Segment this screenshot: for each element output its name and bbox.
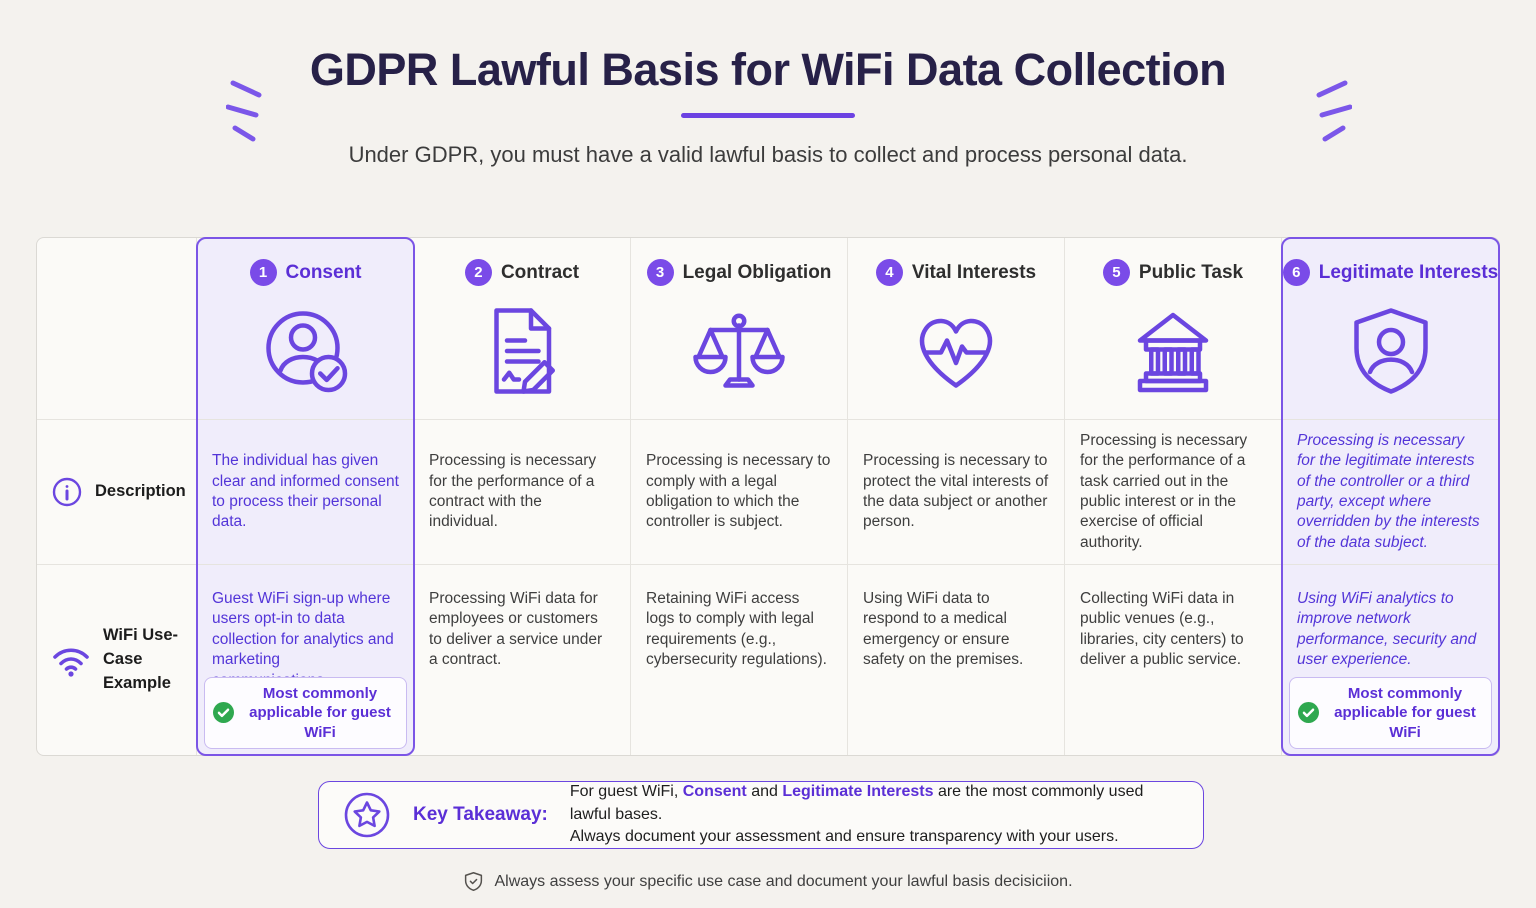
green-check-icon <box>1298 702 1319 724</box>
description-consent: The individual has given clear and infor… <box>197 420 414 565</box>
takeaway-label: Key Takeaway: <box>413 804 548 825</box>
column-header-consent: 1 Consent <box>197 238 414 420</box>
takeaway-highlight-consent: Consent <box>682 783 747 801</box>
takeaway-text-part: and <box>746 783 783 801</box>
use-case-contract: Processing WiFi data for employees or cu… <box>414 565 631 755</box>
legitimate-interests-column-highlight <box>1282 238 1499 755</box>
badge-text: Most commonly applicable for guest WiFi <box>1334 684 1476 741</box>
use-case-public-task: Collecting WiFi data in public venues (e… <box>1065 565 1282 755</box>
use-case-text: Using WiFi data to respond to a medical … <box>863 590 1024 669</box>
row-label-text: WiFi Use-Case Example <box>103 626 179 692</box>
column-title: Contract <box>500 261 580 283</box>
takeaway-text-part: are the most commonly used lawful bases. <box>569 783 1144 823</box>
use-case-text: Processing WiFi data for employees or cu… <box>429 590 603 669</box>
use-case-legal-obligation: Retaining WiFi access logs to comply wit… <box>631 565 848 755</box>
use-case-text: Using WiFi analytics to improve network … <box>1297 590 1477 669</box>
takeaway-text-part: For guest WiFi, <box>569 783 683 801</box>
description-legal-obligation: Processing is necessary to comply with a… <box>631 420 848 565</box>
column-header-public-task: 5 Public Task <box>1065 238 1282 420</box>
number-badge: 3 <box>646 259 674 286</box>
use-case-text: Retaining WiFi access logs to comply wit… <box>646 590 827 669</box>
footnote-text: Always assess your specific use case and… <box>494 872 1073 890</box>
sparkle-left-icon <box>226 80 266 142</box>
use-case-consent: Guest WiFi sign-up where users opt-in to… <box>197 565 414 755</box>
page-title: GDPR Lawful Basis for WiFi Data Collecti… <box>309 44 1227 95</box>
description-text: Processing is necessary for the legitima… <box>1297 431 1480 551</box>
shield-person-icon <box>1343 301 1439 401</box>
column-header-vital-interests: 4 Vital Interests <box>848 238 1065 420</box>
person-check-icon <box>258 301 354 401</box>
infographic-page: { "header": { "title": "GDPR Lawful Basi… <box>0 44 1536 908</box>
description-text: Processing is necessary to comply with a… <box>646 452 831 531</box>
column-header-legitimate-interests: 6 Legitimate Interests <box>1282 238 1499 420</box>
number-badge: 4 <box>875 259 903 286</box>
column-header-legal-obligation: 3 Legal Obligation <box>631 238 848 420</box>
number-badge: 6 <box>1282 259 1310 286</box>
bank-icon <box>1125 301 1221 401</box>
badge-text: Most commonly applicable for guest WiFi <box>249 684 391 741</box>
column-title: Vital Interests <box>911 261 1037 283</box>
number-badge: 2 <box>464 259 492 286</box>
description-text: Processing is necessary for the performa… <box>1080 431 1248 551</box>
use-case-legitimate-interests: Using WiFi analytics to improve network … <box>1282 565 1499 755</box>
description-text: Processing is necessary to protect the v… <box>863 452 1049 531</box>
description-text: Processing is necessary for the performa… <box>429 452 597 531</box>
sparkle-right-icon <box>1312 80 1352 142</box>
takeaway-line-2: Always document your assessment and ensu… <box>569 828 1119 846</box>
row-label-description: Description <box>37 420 197 565</box>
row-label-text: Description <box>95 482 186 501</box>
description-vital-interests: Processing is necessary to protect the v… <box>848 420 1065 565</box>
takeaway-highlight-legitimate-interests: Legitimate Interests <box>782 783 934 801</box>
lawful-basis-table: 1 Consent 2 Contract <box>36 237 1500 756</box>
takeaway-line-1: For guest WiFi, Consent and Legitimate I… <box>570 781 1179 826</box>
row-label-use-case: WiFi Use-Case Example <box>37 565 197 755</box>
most-common-badge: Most commonly applicable for guest WiFi <box>1289 676 1492 749</box>
use-case-vital-interests: Using WiFi data to respond to a medical … <box>848 565 1065 755</box>
column-title: Legitimate Interests <box>1318 261 1499 283</box>
shield-check-icon <box>463 870 484 893</box>
green-check-icon <box>213 702 234 724</box>
description-public-task: Processing is necessary for the performa… <box>1065 420 1282 565</box>
column-title: Legal Obligation <box>682 261 832 283</box>
use-case-text: Collecting WiFi data in public venues (e… <box>1080 590 1244 669</box>
column-title: Public Task <box>1138 261 1244 283</box>
heart-pulse-icon <box>906 301 1006 401</box>
description-text: The individual has given clear and infor… <box>212 452 399 531</box>
column-header-contract: 2 Contract <box>414 238 631 420</box>
description-legitimate-interests: Processing is necessary for the legitima… <box>1282 420 1499 565</box>
number-badge: 1 <box>249 259 277 286</box>
scales-icon <box>691 301 787 401</box>
footnote: Always assess your specific use case and… <box>0 870 1536 893</box>
key-takeaway-box: Key Takeaway: For guest WiFi, Consent an… <box>318 781 1204 849</box>
number-badge: 5 <box>1102 259 1130 286</box>
page-subtitle: Under GDPR, you must have a valid lawful… <box>348 142 1188 167</box>
corner-empty-cell <box>37 238 197 420</box>
most-common-badge: Most commonly applicable for guest WiFi <box>204 676 407 749</box>
info-icon <box>51 476 83 508</box>
column-title: Consent <box>285 261 362 283</box>
use-case-text: Guest WiFi sign-up where users opt-in to… <box>212 590 394 689</box>
description-contract: Processing is necessary for the performa… <box>414 420 631 565</box>
star-circle-icon <box>343 791 391 839</box>
takeaway-text: For guest WiFi, Consent and Legitimate I… <box>570 781 1179 848</box>
document-pencil-icon <box>474 301 570 401</box>
wifi-icon <box>51 642 91 678</box>
title-underline <box>681 113 855 118</box>
